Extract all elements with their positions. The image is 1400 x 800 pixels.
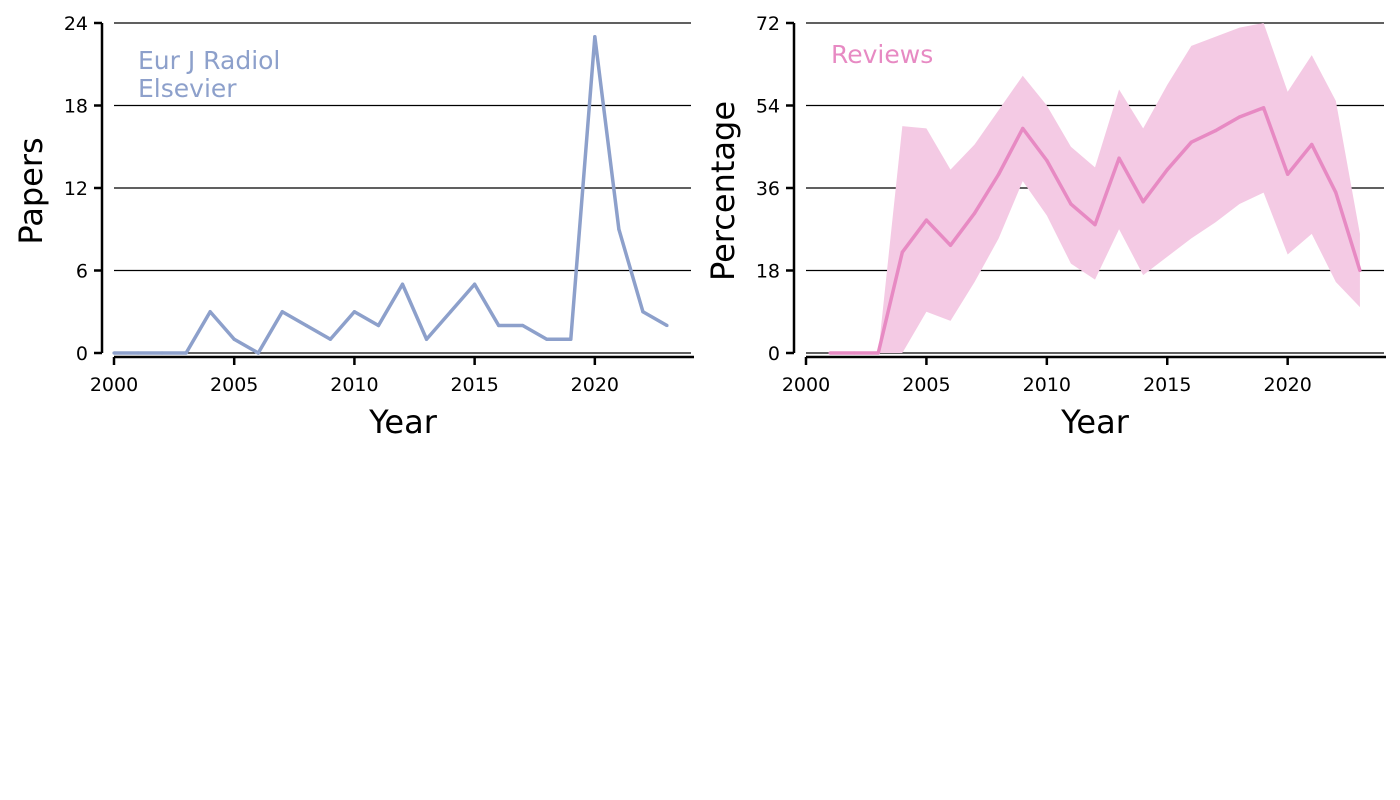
x-tick-label: 2015 — [450, 374, 498, 396]
tick-labels: 0 18 36 54 72 2000 2005 2010 2015 2020 — [756, 13, 1312, 396]
data-point — [1165, 168, 1169, 172]
x-axis-title: Year — [1060, 403, 1130, 441]
data-point — [876, 351, 880, 355]
y-tick-label: 18 — [756, 261, 780, 283]
y-tick-label: 36 — [756, 178, 780, 200]
data-point — [948, 243, 953, 247]
chart-percentage: 0 18 36 54 72 2000 2005 2010 2015 2020 Year Perce… — [704, 13, 1386, 441]
y-tick-label: 72 — [756, 13, 780, 35]
y-axis-title: Papers — [12, 137, 50, 244]
chart-papers: 0 6 12 18 24 2000 2005 2010 2015 2020 Year Papers… — [12, 13, 694, 441]
data-point — [352, 310, 357, 314]
data-point — [569, 337, 573, 341]
data-point — [448, 310, 453, 314]
x-tick-label: 2000 — [90, 374, 138, 396]
y-tick-label: 24 — [64, 13, 88, 35]
data-point — [256, 351, 260, 355]
y-tick-label: 0 — [768, 343, 780, 365]
data-point — [1261, 106, 1266, 110]
data-point — [424, 337, 429, 341]
x-tick-label: 2005 — [902, 374, 950, 396]
data-series — [828, 106, 1362, 355]
data-point — [1237, 115, 1242, 119]
data-point — [997, 172, 1001, 176]
data-point — [473, 282, 477, 286]
data-point — [304, 323, 308, 328]
annotation-journal: Eur J Radiol — [138, 46, 280, 75]
x-tick-label: 2000 — [782, 374, 830, 396]
data-point — [521, 323, 525, 328]
data-point — [160, 351, 164, 355]
series-line — [114, 35, 668, 355]
data-point — [641, 310, 645, 314]
data-point — [328, 337, 332, 341]
x-tick-label: 2015 — [1143, 374, 1191, 396]
x-tick-label: 2020 — [571, 374, 619, 396]
data-point — [1021, 126, 1025, 131]
y-tick-label: 54 — [756, 96, 780, 118]
data-point — [1310, 142, 1314, 147]
data-point — [1213, 129, 1218, 133]
x-tick-label: 2005 — [210, 374, 258, 396]
axes — [786, 21, 1386, 365]
data-point — [828, 351, 832, 355]
data-point — [376, 323, 381, 328]
data-point — [112, 351, 116, 355]
y-tick-label: 12 — [64, 178, 88, 200]
data-point — [1069, 202, 1073, 206]
data-series — [112, 35, 669, 355]
data-point — [900, 250, 904, 254]
data-point — [665, 323, 669, 328]
annotation-publisher: Elsevier — [138, 74, 237, 103]
y-tick-label: 18 — [64, 96, 88, 118]
axes — [94, 21, 694, 365]
data-point — [1358, 268, 1362, 273]
x-tick-label: 2010 — [330, 374, 378, 396]
annotation-category: Reviews — [831, 40, 933, 69]
tick-labels: 0 6 12 18 24 2000 2005 2010 2015 2020 — [64, 13, 619, 396]
data-point — [1189, 140, 1193, 144]
data-point — [497, 323, 501, 328]
data-point — [593, 35, 597, 39]
data-point — [617, 227, 621, 231]
confidence-band-area — [830, 23, 1360, 353]
data-point — [1117, 156, 1121, 160]
data-point — [852, 351, 856, 355]
x-axis-title: Year — [368, 403, 438, 441]
x-tick-label: 2010 — [1023, 374, 1071, 396]
data-point — [208, 310, 212, 314]
y-gridlines — [114, 22, 691, 354]
data-point — [232, 337, 236, 341]
x-tick-label: 2020 — [1263, 374, 1311, 396]
data-point — [280, 310, 284, 314]
data-point — [400, 282, 405, 286]
data-point — [1334, 190, 1338, 195]
data-point — [924, 218, 929, 222]
data-point — [136, 351, 140, 355]
confidence-band — [830, 23, 1360, 353]
data-point — [184, 351, 188, 355]
data-point — [1093, 223, 1097, 227]
data-point — [1045, 158, 1049, 163]
data-point — [545, 337, 549, 341]
y-tick-label: 0 — [76, 343, 88, 365]
data-point — [972, 211, 977, 215]
data-point — [1286, 172, 1290, 176]
data-point — [1141, 200, 1145, 204]
y-axis-title: Percentage — [704, 101, 742, 281]
y-tick-label: 6 — [76, 261, 88, 283]
